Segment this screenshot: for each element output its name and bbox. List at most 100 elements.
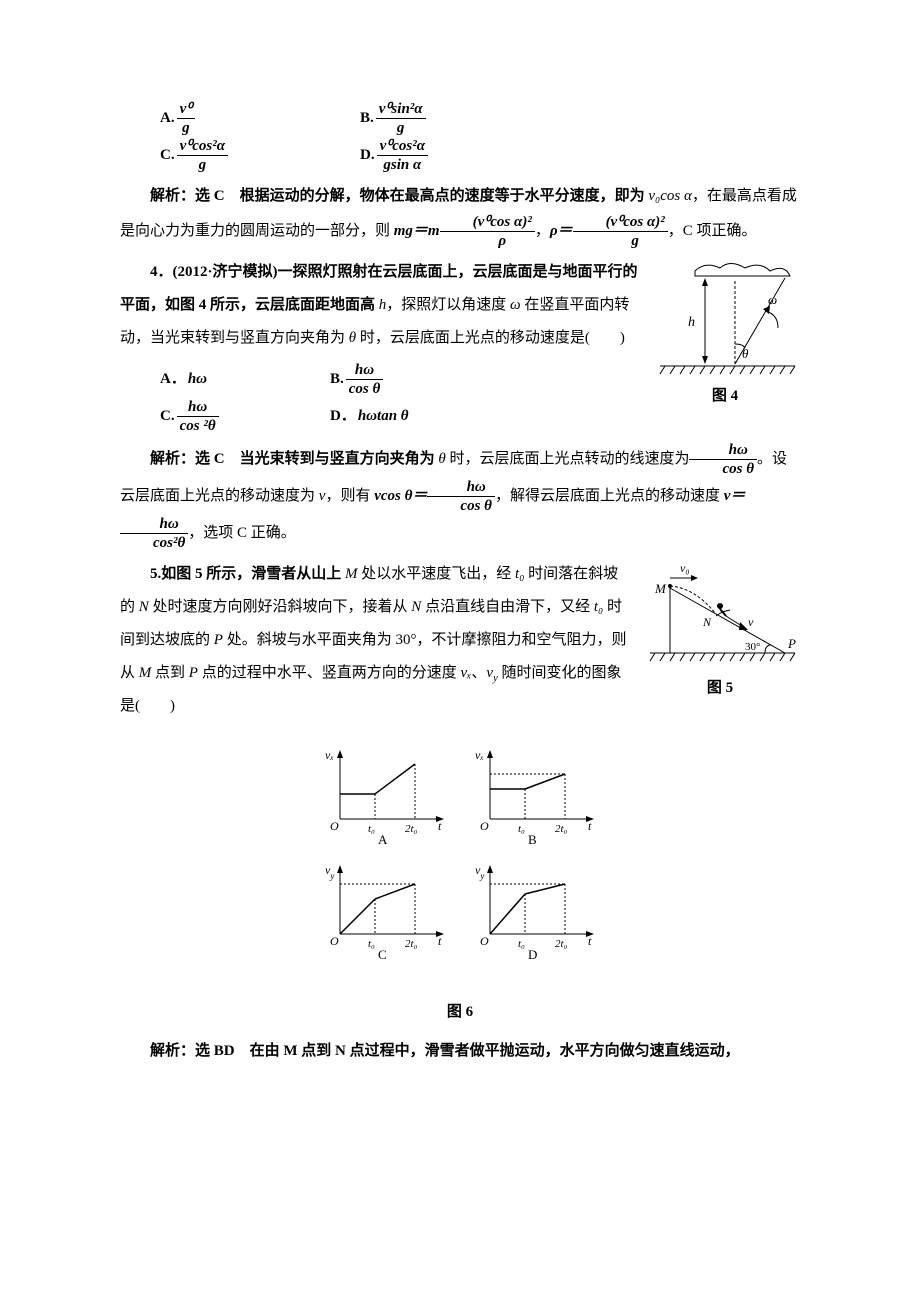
- q4-solution: 解析：选 C 当光束转到与竖直方向夹角为 θ 时，云层底面上光点转动的线速度为h…: [120, 441, 800, 552]
- prev-options-row2: C. v⁰cos²α g D. v⁰cos²α gsin α: [160, 137, 800, 174]
- eq1-num: (v⁰cos α)²: [440, 213, 535, 232]
- fig5-v0: v₀: [680, 561, 690, 575]
- q5-M2: M: [139, 665, 152, 681]
- q4-options-row1: A． hω B. hω cos θ: [160, 361, 640, 398]
- gD-label: D: [528, 947, 537, 962]
- q4-stem4: 时，云层底面上光点的移动速度是( ): [356, 330, 625, 346]
- q4-sol-mid1: 时，云层底面上光点转动的线速度为: [446, 451, 690, 467]
- q4-D-val: hωtan θ: [358, 400, 409, 433]
- q4-opt-C: C. hω cos ²θ: [160, 398, 330, 435]
- opt-label-A: A.: [160, 102, 175, 135]
- q4-sol-frac2: hωcos²θ: [120, 515, 188, 552]
- q5-s1: 5.如图 5 所示，滑雪者从山上: [150, 566, 345, 582]
- q4-sol-lead: 解析：选 C 当光束转到与竖直方向夹角为: [150, 451, 438, 467]
- prev-options-row1: A. v⁰ g B. v⁰sin²α g: [160, 100, 800, 137]
- gA-y: vₓ: [325, 748, 334, 762]
- comma1: ，: [535, 223, 550, 239]
- opt-C: C. v⁰cos²α g: [160, 137, 360, 174]
- q5-t0b: t₀: [594, 599, 603, 615]
- fig5-M: M: [654, 581, 667, 596]
- gA-2t0: 2t₀: [405, 823, 418, 835]
- fig4-svg: h θ ω: [650, 256, 800, 376]
- q4-sol-tail: ，选项 C 正确。: [188, 525, 296, 541]
- eq2-frac: (v⁰cos α)²g: [573, 213, 668, 250]
- q5-solution: 解析：选 BD 在由 M 点到 N 点过程中，滑雪者做平抛运动，水平方向做匀速直…: [120, 1035, 800, 1068]
- figure-5: 30° M v₀ N v P 图 5: [640, 558, 800, 705]
- eq2-num: (v⁰cos α)²: [573, 213, 668, 232]
- q4-opt-A: A． hω: [160, 361, 330, 398]
- gB-O: O: [480, 819, 489, 833]
- q4-f2-num: hω: [120, 515, 188, 534]
- gB-t0: t₀: [518, 823, 525, 835]
- fig5-label: 图 5: [640, 672, 800, 705]
- frac-D-num: v⁰cos²α: [377, 137, 428, 156]
- q5-vy: vy: [486, 665, 497, 681]
- q4-C-num: hω: [177, 398, 219, 417]
- fig6-label: 图 6: [120, 996, 800, 1029]
- q5-s8: 点到: [151, 665, 189, 681]
- gB-label: B: [528, 832, 537, 847]
- q4-sol-mid3: ，则有: [325, 488, 374, 504]
- q4-eq2: v＝: [724, 488, 746, 504]
- gB-x: t: [588, 819, 592, 833]
- prev-solution: 解析：选 C 根据运动的分解，物体在最高点的速度等于水平分速度，即为 v₀cos…: [120, 180, 800, 250]
- fig5-svg: 30° M v₀ N v P: [640, 558, 800, 668]
- gC-t0: t₀: [368, 938, 375, 950]
- fig4-label: 图 4: [650, 380, 800, 413]
- q4-sol-mid4: ，解得云层底面上光点的移动速度: [495, 488, 724, 504]
- frac-C: v⁰cos²α g: [177, 137, 228, 174]
- q4-label-D: D．: [330, 400, 356, 433]
- gB-y: vₓ: [475, 748, 484, 762]
- q4-omega: ω: [510, 297, 521, 313]
- frac-A-den: g: [177, 119, 196, 137]
- gD-2t0: 2t₀: [555, 938, 568, 950]
- q5-P: P: [214, 632, 223, 648]
- eq1-den: ρ: [440, 232, 535, 250]
- frac-A-num: v⁰: [177, 100, 196, 119]
- sol-tail: ，C 项正确。: [668, 223, 757, 239]
- q4-A-val: hω: [188, 363, 207, 396]
- q5-graphs: vₓ O t t₀ 2t₀ A vₓ O t t₀: [120, 739, 800, 1029]
- gC-x: t: [438, 934, 442, 948]
- gD-t0: t₀: [518, 938, 525, 950]
- frac-D: v⁰cos²α gsin α: [377, 137, 428, 174]
- eq2-lhs: ρ＝: [550, 223, 573, 239]
- gA-O: O: [330, 819, 339, 833]
- gC-label: C: [378, 947, 387, 962]
- graphs-svg: vₓ O t t₀ 2t₀ A vₓ O t t₀: [310, 739, 610, 979]
- fig5-angle: 30°: [745, 641, 760, 653]
- opt-label-D: D.: [360, 139, 375, 172]
- q4-f1-num: hω: [689, 441, 757, 460]
- q5-N: N: [139, 599, 149, 615]
- q5-M: M: [345, 566, 358, 582]
- eq2-den: g: [573, 232, 668, 250]
- q5-s2: 处以水平速度飞出，经: [358, 566, 516, 582]
- q4-label-C: C.: [160, 400, 175, 433]
- opt-B: B. v⁰sin²α g: [360, 100, 560, 137]
- q4-B-frac: hω cos θ: [346, 361, 384, 398]
- gA-label: A: [378, 832, 388, 847]
- q4-label-B: B.: [330, 363, 344, 396]
- q4-sol-theta: θ: [438, 451, 445, 467]
- eq1-lhs: mg＝m: [394, 223, 440, 239]
- gC-O: O: [330, 934, 339, 948]
- gA-x: t: [438, 819, 442, 833]
- q4-f2-den: cos²θ: [120, 534, 188, 552]
- gD-x: t: [588, 934, 592, 948]
- q5-s9: 点的过程中水平、竖直两方向的分速度: [198, 665, 461, 681]
- opt-A: A. v⁰ g: [160, 100, 360, 137]
- opt-label-B: B.: [360, 102, 374, 135]
- gC-2t0: 2t₀: [405, 938, 418, 950]
- q4-eq-lhs: vcos θ＝: [374, 488, 427, 504]
- opt-D: D. v⁰cos²α gsin α: [360, 137, 560, 174]
- opt-label-C: C.: [160, 139, 175, 172]
- gD-O: O: [480, 934, 489, 948]
- q4-f1-den: cos θ: [689, 460, 757, 478]
- sol-v0: v₀cos α: [648, 188, 692, 204]
- q4-eq-num: hω: [427, 478, 495, 497]
- frac-D-den: gsin α: [377, 156, 428, 174]
- gA-t0: t₀: [368, 823, 375, 835]
- q4-eq-den: cos θ: [427, 497, 495, 515]
- q4-opt-D: D． hωtan θ: [330, 398, 530, 435]
- q4-stem2: ，探照灯以角速度: [386, 297, 510, 313]
